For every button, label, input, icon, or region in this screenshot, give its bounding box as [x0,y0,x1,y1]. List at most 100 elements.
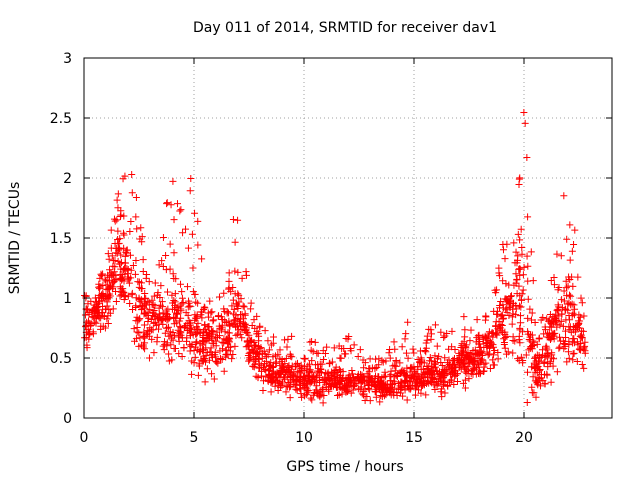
data-point [319,399,327,407]
data-point [305,360,313,368]
data-point [85,335,93,343]
data-point [127,217,135,225]
data-point [236,311,244,319]
data-point [321,350,329,358]
data-point [515,332,523,340]
data-point [296,385,304,393]
data-point [571,305,579,313]
data-point [215,293,223,301]
data-point [466,337,474,345]
data-point [386,346,394,354]
data-point [191,343,199,351]
data-point [284,378,292,386]
data-point [256,322,264,330]
data-point [229,350,237,358]
data-point [248,345,256,353]
data-point [453,378,461,386]
data-point [231,290,239,298]
data-point [92,307,100,315]
data-point [104,281,112,289]
data-point [168,356,176,364]
data-point [573,338,581,346]
data-point [148,335,156,343]
data-point [290,376,298,384]
data-point [523,368,531,376]
data-point [109,305,117,313]
data-point [192,298,200,306]
data-point [270,370,278,378]
data-point [501,344,509,352]
data-point [201,304,209,312]
data-point [544,358,552,366]
data-point [256,364,264,372]
data-point [564,282,572,290]
data-point [441,377,449,385]
data-point [361,359,369,367]
data-point [431,386,439,394]
data-point [114,240,122,248]
data-point [566,256,574,264]
data-point [537,316,545,324]
data-point [342,386,350,394]
data-point [543,350,551,358]
data-point [257,344,265,352]
data-point [178,353,186,361]
data-point [497,297,505,305]
data-point [515,180,523,188]
data-point [344,335,352,343]
data-point [316,379,324,387]
data-point [461,368,469,376]
data-point [503,308,511,316]
data-point [102,277,110,285]
data-point [446,361,454,369]
data-point [304,362,312,370]
data-point [557,317,565,325]
data-point [267,359,275,367]
data-point [135,283,143,291]
data-point [195,362,203,370]
data-point [539,377,547,385]
data-point [323,370,331,378]
data-point [404,318,412,326]
data-point [529,277,537,285]
data-point [378,381,386,389]
data-point [504,348,512,356]
data-point [404,354,412,362]
data-point [477,343,485,351]
data-point [228,355,236,363]
data-point [177,280,185,288]
data-point [127,266,135,274]
data-point [366,355,374,363]
data-point [177,305,185,313]
data-point [496,272,504,280]
data-point [90,314,98,322]
data-point [482,359,490,367]
data-point [161,338,169,346]
data-point [300,355,308,363]
data-point [489,329,497,337]
data-point [580,312,588,320]
data-point [116,245,124,253]
data-point [145,328,153,336]
data-point [121,252,129,260]
data-point [229,310,237,318]
data-point [141,332,149,340]
data-point [129,261,137,269]
data-point [254,330,262,338]
data-point [128,189,136,197]
data-point [417,365,425,373]
data-point [461,326,469,334]
data-point [313,382,321,390]
data-point [170,344,178,352]
data-point [392,357,400,365]
data-point [201,358,209,366]
data-point [247,337,255,345]
data-point [491,286,499,294]
data-point [565,299,573,307]
data-point [437,388,445,396]
data-point [511,337,519,345]
data-point [120,212,128,220]
data-point [501,333,509,341]
data-point [528,316,536,324]
